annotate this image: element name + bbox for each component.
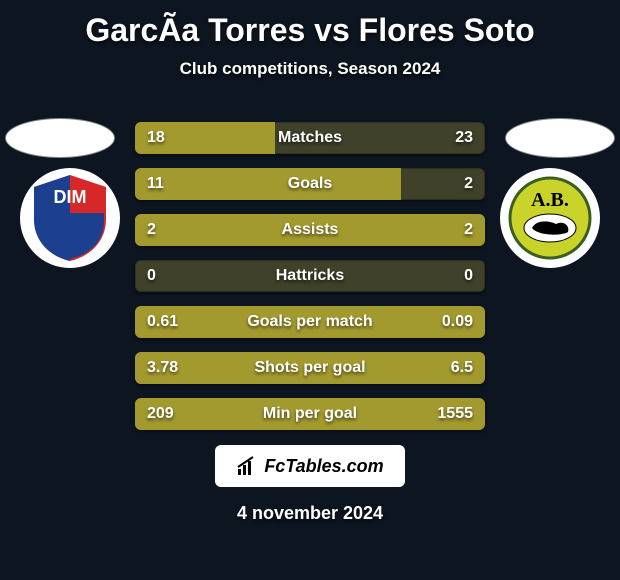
flag-right <box>505 118 615 158</box>
stats-rows: 18Matches2311Goals22Assists20Hattricks00… <box>135 122 485 444</box>
dim-crest-icon: DIM <box>30 173 110 263</box>
stat-row: 3.78Shots per goal6.5 <box>135 352 485 384</box>
stat-row: 18Matches23 <box>135 122 485 154</box>
stat-row: 0Hattricks0 <box>135 260 485 292</box>
stat-value-right: 2 <box>464 214 473 246</box>
club-badge-left: DIM <box>20 168 120 268</box>
stat-label: Goals per match <box>135 306 485 338</box>
fctables-logo-icon <box>236 455 258 477</box>
stat-value-right: 2 <box>464 168 473 200</box>
stat-value-right: 0.09 <box>442 306 473 338</box>
stat-label: Hattricks <box>135 260 485 292</box>
stat-row: 209Min per goal1555 <box>135 398 485 430</box>
stat-label: Goals <box>135 168 485 200</box>
flag-left <box>5 118 115 158</box>
club-badge-right: A.B. <box>500 168 600 268</box>
stat-row: 2Assists2 <box>135 214 485 246</box>
footer-brand: FcTables.com <box>215 445 405 487</box>
stat-value-right: 23 <box>455 122 473 154</box>
ab-crest-icon: A.B. <box>508 176 592 260</box>
footer-brand-text: FcTables.com <box>264 456 383 477</box>
dim-crest-text: DIM <box>54 187 87 207</box>
stat-value-right: 1555 <box>437 398 473 430</box>
footer-date: 4 november 2024 <box>0 503 620 524</box>
ab-crest-text: A.B. <box>531 189 569 211</box>
stat-row: 0.61Goals per match0.09 <box>135 306 485 338</box>
stat-row: 11Goals2 <box>135 168 485 200</box>
stat-value-right: 6.5 <box>451 352 473 384</box>
stat-value-right: 0 <box>464 260 473 292</box>
stat-label: Min per goal <box>135 398 485 430</box>
subtitle: Club competitions, Season 2024 <box>0 59 620 79</box>
stat-label: Assists <box>135 214 485 246</box>
stat-label: Shots per goal <box>135 352 485 384</box>
page-title: GarcÃ­a Torres vs Flores Soto <box>0 0 620 49</box>
stat-label: Matches <box>135 122 485 154</box>
